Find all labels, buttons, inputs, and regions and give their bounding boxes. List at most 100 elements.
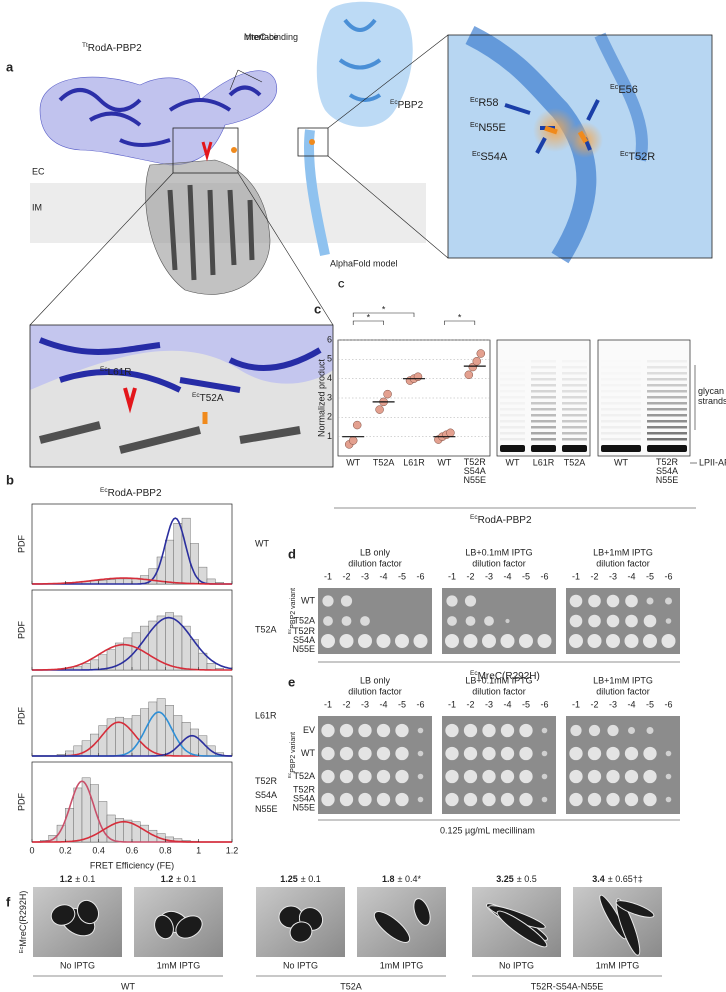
condition-label: No IPTG — [499, 960, 534, 970]
gel-band — [647, 445, 687, 452]
superscript: Ec — [287, 628, 292, 634]
colony-spot — [646, 597, 654, 605]
dilution-tick: -2 — [466, 699, 474, 709]
label: RodA-PBP2 — [478, 515, 532, 526]
colony-spot — [376, 634, 391, 648]
lane-label: T52A — [564, 457, 586, 467]
gel-band — [562, 360, 587, 363]
colony-spot — [321, 792, 335, 807]
gel-band — [500, 384, 525, 387]
colony-spot — [339, 746, 354, 761]
cell — [599, 894, 627, 940]
colony-spot — [339, 792, 354, 807]
dilution-tick: -3 — [361, 699, 369, 709]
superscript: Ec — [192, 392, 200, 399]
colony-spot — [519, 634, 533, 648]
colony-spot — [661, 634, 676, 648]
colony-spot — [395, 792, 409, 807]
condition-label: LB+1mM IPTG — [593, 547, 653, 557]
colony-spot — [606, 792, 620, 807]
cell — [615, 900, 655, 918]
histogram-bar — [206, 663, 216, 671]
label: L61R — [108, 367, 132, 378]
colony-spot — [541, 796, 548, 803]
colony-spot — [624, 746, 639, 761]
row-label: T52R S54A N55E — [292, 785, 315, 813]
significance-bracket — [352, 320, 384, 325]
label: MreC(R292H) — [478, 671, 540, 682]
colony-spot — [587, 746, 602, 761]
data-point — [476, 349, 486, 358]
x-tick-label: 0.6 — [126, 845, 139, 855]
gel-band — [601, 360, 641, 363]
plate-image — [318, 588, 432, 654]
gel-band — [531, 378, 556, 381]
label: PBP2 — [398, 100, 424, 111]
plate-image — [566, 716, 680, 814]
dilution-tick: -6 — [416, 571, 424, 581]
gel-band — [531, 372, 556, 375]
gel-image — [597, 339, 691, 457]
colony-spot — [646, 727, 654, 734]
colony-spot — [445, 769, 459, 784]
colony-spot — [482, 769, 496, 784]
group-label: WT — [121, 981, 135, 991]
y-tick-label: 4 — [327, 373, 332, 383]
colony-spot — [321, 634, 335, 648]
gel-band — [531, 360, 556, 363]
dilution-tick: -1 — [448, 571, 456, 581]
x-tick-label: T52A — [373, 457, 395, 467]
gel-band — [601, 408, 641, 411]
dilution-tick: -4 — [379, 699, 387, 709]
dilution-tick: -6 — [416, 699, 424, 709]
gel-band — [601, 414, 641, 417]
row-label: WT — [301, 748, 315, 758]
histogram-bar — [123, 637, 133, 671]
dilution-tick: -3 — [485, 699, 493, 709]
x-tick-label: L61R — [403, 457, 425, 467]
dilution-tick: -5 — [522, 571, 530, 581]
colony-spot — [376, 792, 391, 807]
colony-spot — [569, 746, 583, 761]
dilution-label: dilution factor — [472, 558, 526, 568]
residue-label: EcT52R — [620, 150, 655, 163]
colony-spot — [376, 723, 391, 738]
data-point — [352, 420, 362, 430]
colony-spot — [587, 769, 602, 784]
colony-spot — [358, 634, 372, 648]
row-label: T52A — [293, 615, 315, 625]
gel-band — [562, 420, 587, 423]
colony-spot — [569, 594, 583, 608]
colony-spot — [588, 614, 601, 628]
gel-band — [601, 438, 641, 441]
condition-label: LB+1mM IPTG — [593, 675, 653, 685]
x-tick-label: 0.2 — [59, 845, 72, 855]
structure-label: TtRodA-PBP2 — [82, 42, 142, 54]
superscript: Ec — [610, 83, 619, 91]
row-label: WT — [301, 595, 315, 605]
dilution-tick: -3 — [609, 699, 617, 709]
gel-band — [647, 378, 687, 381]
glycan-label: glycan strands — [698, 386, 726, 406]
histogram-bar — [173, 523, 183, 585]
lane-label: L61R — [533, 457, 555, 467]
measurement-error: ± 0.1 — [75, 874, 95, 884]
panel-label: f — [6, 894, 11, 909]
colony-spot — [665, 618, 672, 624]
dilution-tick: -5 — [646, 699, 654, 709]
panel-label: e — [288, 674, 295, 689]
colony-spot — [463, 634, 478, 648]
plate-image — [566, 588, 680, 654]
colony-spot — [360, 616, 370, 626]
colony-spot — [587, 792, 602, 807]
gel-band — [531, 420, 556, 423]
cell — [289, 921, 313, 943]
colony-spot — [519, 792, 533, 807]
histogram-bar — [81, 777, 91, 843]
gel-band — [562, 402, 587, 405]
gel-band — [647, 384, 687, 387]
gel-band — [601, 384, 641, 387]
gel-band — [562, 372, 587, 375]
superscript: Ec — [470, 670, 478, 677]
dilution-tick: -2 — [342, 571, 350, 581]
